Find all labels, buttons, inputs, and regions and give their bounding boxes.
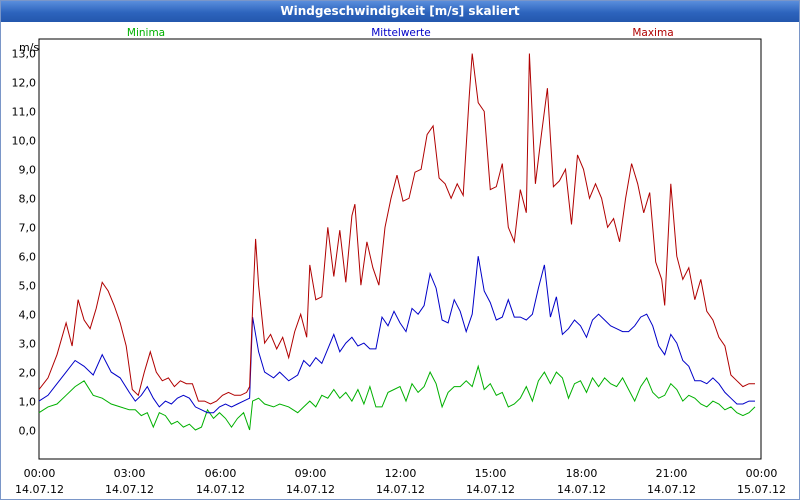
x-tick-time: 03:00: [114, 467, 146, 480]
legend-mittelwerte: Mittelwerte: [371, 27, 431, 39]
y-tick-label: 6,0: [19, 251, 37, 264]
x-tick-time: 00:00: [746, 467, 778, 480]
y-tick-label: 5,0: [19, 280, 37, 293]
x-tick-date: 14.07.12: [105, 483, 154, 496]
y-tick-label: 3,0: [19, 338, 37, 351]
x-tick-date: 14.07.12: [196, 483, 245, 496]
y-tick-label: 4,0: [19, 309, 37, 322]
y-tick-label: 0,0: [19, 425, 37, 438]
y-tick-label: 10,0: [12, 135, 37, 148]
window-title: Windgeschwindigkeit [m/s] skaliert: [1, 1, 799, 22]
y-tick-label: 7,0: [19, 222, 37, 235]
y-tick-label: 13,0: [12, 48, 37, 61]
series-line-mittelwerte: [38, 256, 755, 414]
y-tick-label: 12,0: [12, 77, 37, 90]
x-tick-time: 21:00: [656, 467, 688, 480]
x-tick-date: 14.07.12: [557, 483, 606, 496]
legend-minima: Minima: [127, 27, 165, 39]
y-axis-unit-label: m/s: [19, 41, 39, 54]
x-tick-time: 18:00: [566, 467, 598, 480]
x-tick-date: 14.07.12: [286, 483, 335, 496]
x-tick-date: 14.07.12: [466, 483, 515, 496]
y-tick-label: 11,0: [12, 106, 37, 119]
x-tick-time: 15:00: [475, 467, 507, 480]
y-tick-label: 1,0: [19, 396, 37, 409]
x-tick-time: 06:00: [205, 467, 237, 480]
y-tick-label: 2,0: [19, 367, 37, 380]
y-tick-label: 8,0: [19, 193, 37, 206]
x-tick-date: 14.07.12: [15, 483, 64, 496]
plot-frame: [38, 38, 762, 460]
x-tick-date: 15.07.12: [737, 483, 786, 496]
series-line-minima: [38, 364, 756, 431]
y-tick-label: 9,0: [19, 164, 37, 177]
x-tick-date: 14.07.12: [376, 483, 425, 496]
x-tick-time: 09:00: [295, 467, 327, 480]
legend-maxima: Maxima: [632, 27, 673, 39]
series-line-maxima: [38, 53, 755, 405]
x-tick-time: 00:00: [24, 467, 56, 480]
x-tick-time: 12:00: [385, 467, 417, 480]
x-tick-date: 14.07.12: [647, 483, 696, 496]
wind-speed-chart: 0,0 1,0 2,0 3,0 4,0 5,0 6,0 7,0 8,0 9,0 10,0 11,0 12…: [12, 27, 786, 496]
